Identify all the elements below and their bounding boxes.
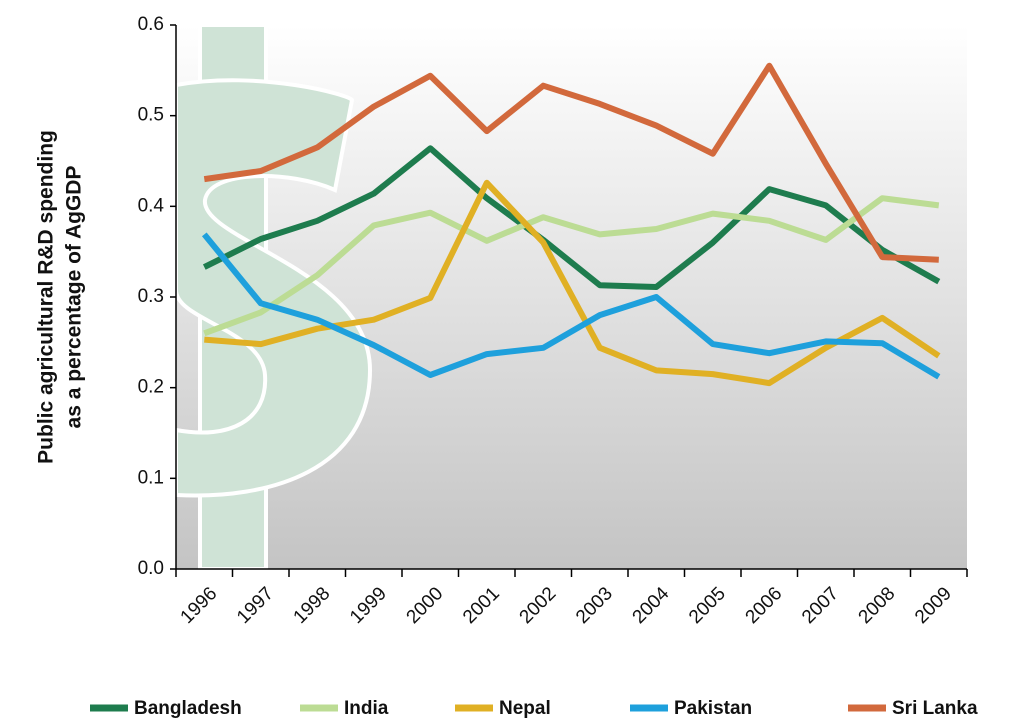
y-tick-label: 0.4 <box>138 195 165 216</box>
x-tick-label: 1996 <box>177 583 222 628</box>
x-tick-label: 1999 <box>346 583 391 628</box>
legend-label: Sri Lanka <box>892 698 978 719</box>
chart: Public agricultural R&D spending as a pe… <box>0 0 1019 725</box>
x-tick-label: 2007 <box>798 583 843 628</box>
x-tick-label: 2008 <box>855 583 900 628</box>
legend-label: India <box>344 698 389 719</box>
y-tick-label: 0.1 <box>138 467 164 488</box>
legend-label: Pakistan <box>674 698 752 719</box>
y-tick-label: 0.0 <box>138 558 164 579</box>
legend-label: Nepal <box>499 698 551 719</box>
y-tick-label: 0.2 <box>138 377 164 398</box>
x-tick-label: 2000 <box>403 583 448 628</box>
x-tick-label: 2002 <box>516 583 561 628</box>
x-tick-label: 2003 <box>572 583 617 628</box>
x-tick-label: 2004 <box>629 583 674 628</box>
y-tick-label: 0.3 <box>138 286 164 307</box>
y-tick-label: 0.6 <box>138 14 164 35</box>
legend-label: Bangladesh <box>134 698 242 719</box>
x-tick-label: 2006 <box>742 583 787 628</box>
x-tick-label: 1998 <box>290 583 335 628</box>
x-tick-label: 1997 <box>233 583 278 628</box>
y-axis-label: Public agricultural R&D spending <box>35 130 58 464</box>
x-tick-label: 2009 <box>911 583 956 628</box>
y-axis-label: as a percentage of AgGDP <box>63 166 86 429</box>
x-tick-label: 2001 <box>459 583 504 628</box>
y-tick-label: 0.5 <box>138 105 164 126</box>
x-tick-label: 2005 <box>685 583 730 628</box>
